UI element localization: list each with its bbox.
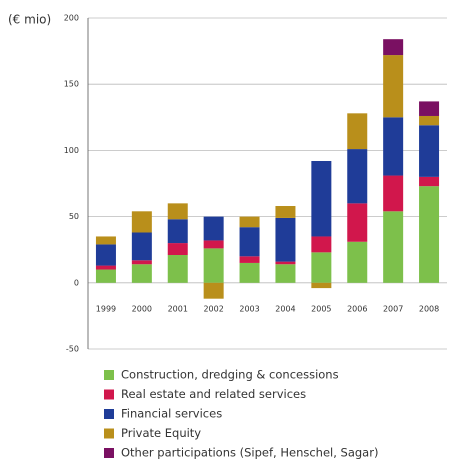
bar-segment — [167, 243, 188, 255]
bar-segment — [419, 186, 440, 283]
legend-label: Private Equity — [121, 426, 201, 440]
bar-segment — [419, 115, 440, 126]
bar-segment — [131, 232, 152, 261]
bar-segment — [311, 282, 332, 289]
y-tick-label: 100 — [64, 146, 79, 155]
bar-segment — [167, 219, 188, 244]
y-tick-label: 0 — [74, 278, 79, 287]
bar-segment — [203, 240, 224, 249]
bar-segment — [383, 39, 404, 56]
x-tick-label: 2007 — [383, 304, 403, 313]
bar-segment — [95, 236, 116, 245]
bar-segment — [347, 113, 368, 150]
bar-segment — [167, 203, 188, 220]
bar-segment — [239, 262, 260, 283]
legend-label: Other participations (Sipef, Henschel, S… — [121, 446, 378, 460]
bar-segment — [203, 282, 224, 299]
x-tick-label: 2008 — [419, 304, 439, 313]
bar-segment — [131, 260, 152, 265]
bar-segment — [203, 248, 224, 283]
bar-segment — [275, 206, 296, 218]
bar-segment — [347, 149, 368, 204]
x-tick-label: 2005 — [311, 304, 331, 313]
bar-segment — [383, 175, 404, 212]
legend-swatch — [104, 370, 114, 380]
bar-segment — [131, 211, 152, 233]
bar-segment — [167, 254, 188, 283]
bar-segment — [239, 227, 260, 257]
bar-segment — [419, 176, 440, 187]
y-tick-label: -50 — [66, 345, 79, 354]
bar-segment — [275, 217, 296, 262]
y-tick-label: 50 — [69, 212, 79, 221]
x-tick-label: 2002 — [203, 304, 223, 313]
x-tick-label: 1999 — [96, 304, 116, 313]
bar-segment — [383, 117, 404, 176]
y-tick-label: 200 — [64, 14, 79, 23]
bar-segment — [95, 265, 116, 270]
legend-swatch — [104, 448, 114, 458]
bar-segment — [275, 261, 296, 265]
bar-segment — [131, 264, 152, 283]
y-tick-label: 150 — [64, 80, 79, 89]
bar-segment — [383, 55, 404, 118]
bar-segment — [419, 125, 440, 177]
bar-segment — [95, 269, 116, 283]
bar-segment — [95, 244, 116, 266]
bar-segment — [383, 211, 404, 283]
bar-segment — [311, 160, 332, 237]
x-tick-label: 2000 — [132, 304, 152, 313]
legend-swatch — [104, 409, 114, 419]
legend-label: Real estate and related services — [121, 387, 306, 401]
bar-segment — [311, 236, 332, 253]
legend-swatch — [104, 389, 114, 400]
bar-segment — [275, 264, 296, 283]
bar-segment — [347, 241, 368, 283]
bar-segment — [239, 216, 260, 228]
x-tick-label: 2001 — [168, 304, 188, 313]
y-axis-label: (€ mio) — [8, 13, 51, 27]
x-tick-label: 2004 — [275, 304, 295, 313]
bar-segment — [203, 216, 224, 241]
legend-label: Construction, dredging & concessions — [121, 368, 339, 382]
bar-segment — [419, 101, 440, 116]
x-tick-label: 2006 — [347, 304, 367, 313]
legend-swatch — [104, 428, 114, 439]
legend-label: Financial services — [121, 407, 222, 421]
bar-segment — [311, 252, 332, 283]
bar-segment — [239, 256, 260, 263]
x-tick-label: 2003 — [239, 304, 259, 313]
bar-segment — [347, 203, 368, 242]
